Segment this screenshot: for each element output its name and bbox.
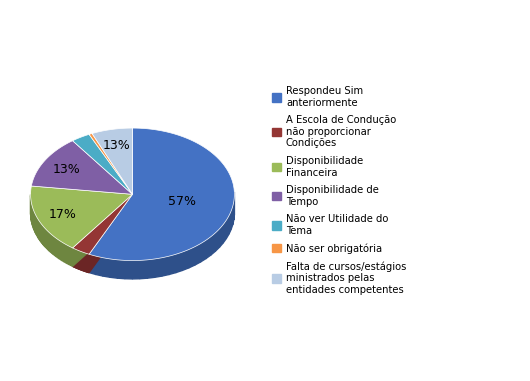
Polygon shape: [48, 231, 49, 251]
Polygon shape: [132, 260, 140, 279]
Polygon shape: [56, 238, 58, 258]
Polygon shape: [195, 244, 200, 265]
Polygon shape: [38, 219, 39, 238]
Polygon shape: [55, 237, 56, 256]
Polygon shape: [36, 216, 37, 235]
Polygon shape: [125, 260, 132, 279]
Polygon shape: [89, 194, 132, 272]
Polygon shape: [110, 259, 118, 278]
Polygon shape: [46, 229, 47, 248]
Polygon shape: [45, 228, 46, 247]
Text: 17%: 17%: [48, 208, 76, 221]
Polygon shape: [140, 260, 147, 279]
Polygon shape: [61, 242, 63, 261]
Polygon shape: [231, 207, 233, 229]
Polygon shape: [35, 213, 36, 233]
Polygon shape: [64, 243, 66, 263]
Polygon shape: [49, 232, 50, 252]
Polygon shape: [89, 254, 96, 274]
Polygon shape: [34, 212, 35, 232]
Polygon shape: [89, 128, 234, 261]
Polygon shape: [147, 259, 155, 278]
Polygon shape: [66, 244, 67, 264]
Polygon shape: [31, 141, 132, 194]
Polygon shape: [39, 221, 40, 241]
Polygon shape: [223, 220, 226, 243]
Polygon shape: [92, 128, 132, 194]
Polygon shape: [42, 225, 43, 245]
Polygon shape: [73, 194, 132, 266]
Text: 13%: 13%: [53, 163, 81, 176]
Polygon shape: [47, 230, 48, 250]
Polygon shape: [211, 233, 215, 255]
Legend: Respondeu Sim
anteriormente, A Escola de Condução
não proporcionar
Condições, Di: Respondeu Sim anteriormente, A Escola de…: [270, 84, 409, 297]
Text: 57%: 57%: [168, 195, 196, 208]
Polygon shape: [182, 250, 189, 271]
Polygon shape: [189, 247, 195, 268]
Polygon shape: [54, 236, 55, 256]
Polygon shape: [229, 211, 231, 234]
Polygon shape: [37, 217, 38, 237]
Polygon shape: [118, 260, 125, 279]
Polygon shape: [155, 258, 162, 277]
Polygon shape: [73, 194, 132, 254]
Polygon shape: [71, 247, 73, 266]
Polygon shape: [162, 256, 169, 276]
Polygon shape: [96, 256, 103, 276]
Polygon shape: [69, 246, 71, 266]
Polygon shape: [169, 255, 175, 275]
Polygon shape: [63, 242, 64, 262]
Polygon shape: [40, 223, 41, 242]
Polygon shape: [200, 240, 206, 262]
Polygon shape: [43, 226, 45, 246]
Polygon shape: [52, 235, 54, 255]
Polygon shape: [58, 239, 59, 259]
Polygon shape: [41, 224, 42, 243]
Polygon shape: [175, 252, 182, 273]
Polygon shape: [73, 134, 132, 194]
Polygon shape: [31, 186, 132, 248]
Polygon shape: [206, 237, 211, 259]
Polygon shape: [219, 225, 223, 247]
Polygon shape: [226, 216, 229, 239]
Text: 13%: 13%: [103, 139, 131, 152]
Polygon shape: [215, 229, 219, 251]
Polygon shape: [59, 240, 61, 260]
Polygon shape: [73, 194, 132, 266]
Polygon shape: [233, 202, 234, 225]
Polygon shape: [50, 234, 52, 253]
Polygon shape: [33, 210, 34, 230]
Polygon shape: [89, 194, 132, 272]
Polygon shape: [67, 245, 69, 264]
Polygon shape: [89, 133, 132, 194]
Polygon shape: [103, 258, 110, 277]
